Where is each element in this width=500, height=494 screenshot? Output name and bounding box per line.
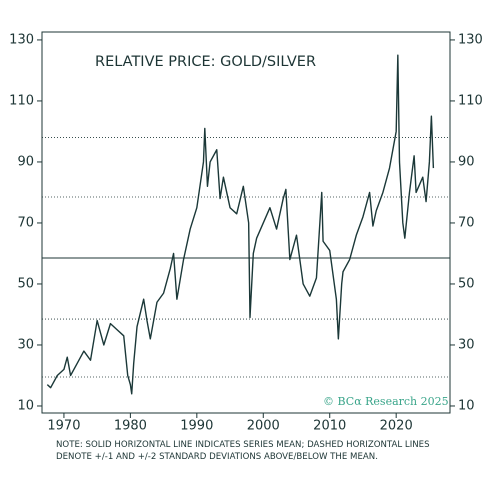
y2-tick-label: 10 — [458, 398, 475, 413]
chart-title: RELATIVE PRICE: GOLD/SILVER — [95, 54, 316, 70]
note: NOTE: SOLID HORIZONTAL LINE INDICATES SE… — [56, 440, 430, 450]
x-tick-label: 1990 — [180, 419, 213, 434]
data-line — [46, 54, 435, 395]
x-tick-label: 1980 — [114, 419, 147, 434]
y-tick-label: 50 — [17, 276, 34, 291]
x-tick-label: 2020 — [380, 419, 413, 434]
y2-tick-label: 50 — [458, 276, 475, 291]
y-tick-label: 10 — [17, 398, 34, 413]
y-tick-label: 110 — [9, 93, 34, 108]
note: DENOTE +/-1 AND +/-2 STANDARD DEVIATIONS… — [56, 452, 378, 462]
plot-frame — [41, 31, 451, 414]
y2-tick-label: 30 — [458, 337, 475, 352]
x-tick-label: 1970 — [47, 419, 80, 434]
y-tick-label: 30 — [17, 337, 34, 352]
y2-tick-label: 110 — [458, 93, 483, 108]
y2-tick-label: 130 — [458, 32, 483, 47]
x-tick-label: 2000 — [247, 419, 280, 434]
y2-tick-label: 90 — [458, 154, 475, 169]
y-tick-label: 70 — [17, 215, 34, 230]
y-tick-label: 130 — [9, 32, 34, 47]
y-tick-label: 90 — [17, 154, 34, 169]
x-tick-label: 2010 — [313, 419, 346, 434]
y2-tick-label: 70 — [458, 215, 475, 230]
watermark: © BCα Research 2025 — [323, 395, 449, 408]
